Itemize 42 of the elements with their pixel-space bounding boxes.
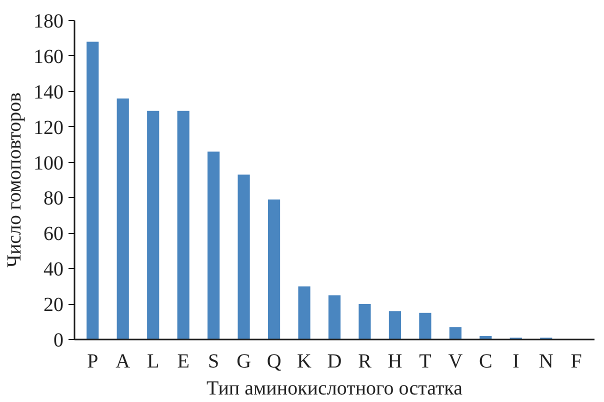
y-tick-label: 120 <box>34 116 64 139</box>
x-tick-label: K <box>297 350 312 372</box>
y-tick-label: 60 <box>44 223 64 246</box>
x-tick-label: V <box>448 350 464 372</box>
y-tick-label: 160 <box>34 46 64 68</box>
x-tick-label: N <box>538 350 554 372</box>
bar <box>298 286 310 340</box>
bar <box>358 304 371 340</box>
x-tick-label: Q <box>266 350 282 372</box>
bar <box>116 98 129 340</box>
x-tick-label: R <box>358 350 372 372</box>
bar <box>419 312 432 340</box>
bar <box>86 42 99 340</box>
x-tick-label: S <box>208 350 220 372</box>
x-tick-label: L <box>146 350 160 372</box>
y-axis-title: Число гомоповторов <box>4 92 26 268</box>
x-tick-label: P <box>87 350 98 372</box>
x-tick-label: I <box>512 350 520 372</box>
y-tick-label: 140 <box>34 81 64 104</box>
x-tick-label: D <box>327 350 342 372</box>
bar <box>238 174 250 340</box>
bar <box>328 295 341 340</box>
y-tick-label: 40 <box>44 258 64 281</box>
x-axis-title: Тип аминокислотного остатка <box>206 378 463 400</box>
bar <box>208 152 220 340</box>
x-tick-label: G <box>236 350 252 372</box>
bar <box>268 199 280 340</box>
x-tick-label: H <box>388 350 402 372</box>
x-tick-label: E <box>177 350 190 372</box>
y-tick-label: 100 <box>34 152 64 174</box>
y-tick-label: 80 <box>44 188 64 210</box>
y-tick-label: 0 <box>54 330 64 352</box>
bar <box>177 110 190 340</box>
y-tick-label: 20 <box>44 294 64 316</box>
x-tick-label: A <box>116 350 131 372</box>
x-tick-label: T <box>419 350 432 372</box>
bar <box>147 110 160 340</box>
x-tick-label: F <box>570 350 582 372</box>
bar <box>388 311 402 340</box>
y-tick-label: 180 <box>34 10 64 32</box>
bar <box>449 327 462 340</box>
x-tick-label: C <box>478 350 492 372</box>
